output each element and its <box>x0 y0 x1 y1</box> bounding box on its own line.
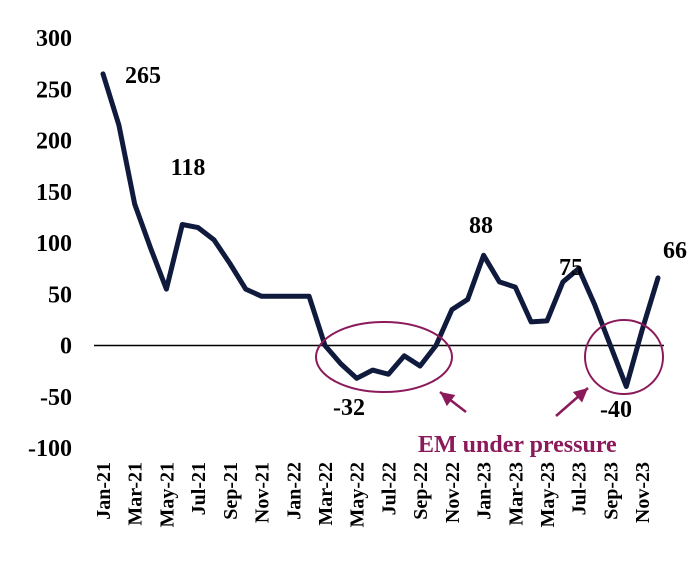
y-axis: 300 250 200 150 100 50 0 -50 -100 <box>28 26 72 462</box>
pressure-highlight-circle-2 <box>584 319 664 395</box>
data-label: -40 <box>600 397 632 423</box>
data-label: -32 <box>333 395 365 421</box>
data-label: 265 <box>125 63 161 89</box>
y-tick-label: 150 <box>36 180 72 206</box>
x-tick-label: Sep-23 <box>600 462 622 520</box>
y-tick-label: 300 <box>36 26 72 52</box>
y-tick-label: 0 <box>60 334 72 360</box>
x-tick-label: Jan-23 <box>474 462 496 520</box>
x-tick-label: Nov-21 <box>252 462 274 523</box>
x-tick-label: Jan-21 <box>93 462 115 520</box>
annotation-arrows <box>439 387 589 417</box>
x-tick-label: Jul-23 <box>569 462 591 515</box>
y-tick-label: 50 <box>48 282 72 308</box>
x-tick-label: Nov-22 <box>442 462 464 523</box>
x-tick-label: Jan-22 <box>283 462 305 520</box>
data-label: 66 <box>663 238 687 264</box>
x-tick-label: May-23 <box>537 462 559 528</box>
x-tick-label: Jul-21 <box>188 462 210 515</box>
data-label: 88 <box>469 213 493 239</box>
series-line <box>100 71 661 389</box>
data-labels: 265 118 -32 88 75 -40 66 <box>125 63 687 423</box>
x-tick-label: Sep-22 <box>410 462 432 520</box>
x-tick-label: May-22 <box>347 462 369 528</box>
x-tick-label: Mar-21 <box>125 462 147 526</box>
x-tick-label: Mar-22 <box>315 462 337 526</box>
y-tick-label: 250 <box>36 77 72 103</box>
x-tick-label: Mar-23 <box>505 462 527 526</box>
x-axis: Jan-21 Mar-21 May-21 Jul-21 Sep-21 Nov-21 Jan-… <box>93 462 654 528</box>
y-tick-label: -50 <box>40 385 72 411</box>
x-tick-label: Nov-23 <box>632 462 654 523</box>
pressure-highlight-circle-1 <box>315 321 453 393</box>
y-tick-label: 100 <box>36 231 72 257</box>
annotation-text: EM under pressure <box>418 432 617 458</box>
data-label: 118 <box>171 155 206 181</box>
arrow-head <box>440 392 456 407</box>
y-tick-label: 200 <box>36 129 72 155</box>
x-tick-label: Jul-22 <box>378 462 400 515</box>
y-tick-label: -100 <box>28 436 72 462</box>
x-tick-label: Sep-21 <box>220 462 242 520</box>
arrow-head <box>572 388 588 403</box>
data-label: 75 <box>559 255 583 281</box>
x-tick-label: May-21 <box>156 462 178 528</box>
